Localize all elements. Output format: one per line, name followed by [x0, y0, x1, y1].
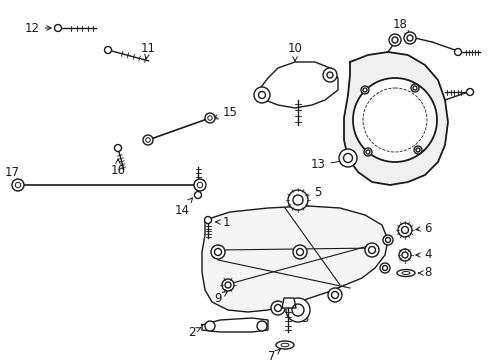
Circle shape	[291, 304, 304, 316]
Circle shape	[326, 72, 332, 78]
Text: 9: 9	[214, 292, 227, 305]
Circle shape	[285, 298, 309, 322]
Circle shape	[207, 116, 212, 120]
Circle shape	[365, 150, 369, 154]
Text: 3: 3	[293, 311, 308, 324]
Polygon shape	[254, 62, 337, 108]
Text: 8: 8	[418, 266, 431, 279]
Polygon shape	[202, 318, 267, 332]
Circle shape	[224, 282, 230, 288]
Circle shape	[222, 279, 234, 291]
Text: 7: 7	[268, 349, 280, 360]
Text: 11: 11	[140, 41, 155, 59]
Polygon shape	[282, 298, 295, 308]
Circle shape	[15, 182, 20, 188]
Circle shape	[331, 292, 338, 298]
Circle shape	[258, 91, 265, 99]
Circle shape	[403, 32, 415, 44]
Circle shape	[343, 153, 352, 162]
Circle shape	[194, 179, 205, 191]
Circle shape	[382, 266, 386, 270]
Text: 10: 10	[287, 41, 302, 61]
Circle shape	[410, 84, 418, 92]
Circle shape	[382, 235, 392, 245]
Ellipse shape	[275, 341, 293, 349]
Circle shape	[397, 223, 411, 237]
Circle shape	[388, 34, 400, 46]
Circle shape	[364, 243, 378, 257]
Circle shape	[391, 37, 397, 43]
Circle shape	[214, 248, 221, 256]
Circle shape	[413, 146, 421, 154]
Circle shape	[368, 247, 375, 253]
Text: 2: 2	[188, 325, 201, 338]
Ellipse shape	[281, 343, 288, 347]
Circle shape	[406, 35, 412, 41]
Circle shape	[194, 192, 201, 198]
Circle shape	[362, 88, 366, 92]
Ellipse shape	[401, 271, 409, 274]
Circle shape	[401, 226, 407, 234]
Circle shape	[360, 86, 368, 94]
Circle shape	[197, 182, 203, 188]
Circle shape	[292, 195, 303, 205]
Circle shape	[398, 249, 410, 261]
Circle shape	[12, 179, 24, 191]
Circle shape	[204, 321, 215, 331]
Circle shape	[296, 248, 303, 256]
Circle shape	[274, 305, 281, 311]
Polygon shape	[202, 206, 387, 312]
Text: 18: 18	[392, 18, 409, 36]
Circle shape	[363, 148, 371, 156]
Circle shape	[352, 78, 436, 162]
Text: 4: 4	[415, 248, 431, 261]
Ellipse shape	[396, 270, 414, 276]
Text: 16: 16	[110, 159, 125, 176]
Circle shape	[104, 46, 111, 54]
Circle shape	[466, 89, 472, 95]
Circle shape	[204, 113, 215, 123]
Text: 6: 6	[415, 221, 431, 234]
Circle shape	[145, 138, 150, 142]
Circle shape	[323, 68, 336, 82]
Text: 15: 15	[213, 105, 237, 119]
Polygon shape	[343, 52, 447, 185]
Circle shape	[210, 245, 224, 259]
Circle shape	[257, 321, 266, 331]
Circle shape	[292, 245, 306, 259]
Text: 12: 12	[24, 22, 51, 35]
Circle shape	[379, 263, 389, 273]
Circle shape	[385, 238, 390, 243]
Circle shape	[412, 86, 416, 90]
Text: 14: 14	[174, 198, 192, 216]
Circle shape	[114, 144, 121, 152]
Circle shape	[142, 135, 153, 145]
Text: 13: 13	[310, 158, 344, 171]
Circle shape	[253, 87, 269, 103]
Text: 5: 5	[301, 185, 321, 199]
Circle shape	[338, 149, 356, 167]
Text: 17: 17	[4, 166, 20, 184]
Circle shape	[270, 301, 285, 315]
Text: 1: 1	[215, 216, 229, 229]
Circle shape	[54, 24, 61, 31]
Circle shape	[415, 148, 419, 152]
Circle shape	[327, 288, 341, 302]
Circle shape	[401, 252, 407, 258]
Circle shape	[453, 49, 461, 55]
Circle shape	[204, 216, 211, 224]
Circle shape	[287, 190, 307, 210]
